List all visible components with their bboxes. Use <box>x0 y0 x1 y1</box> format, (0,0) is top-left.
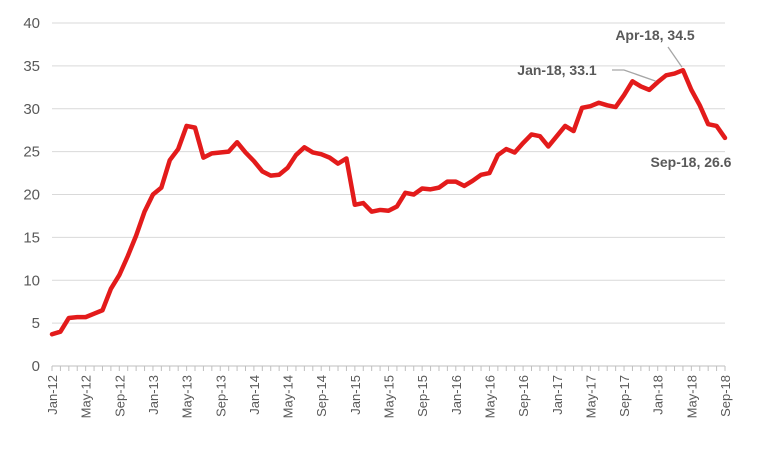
x-tick-label: Jan-18 <box>651 375 666 415</box>
y-tick-label: 20 <box>23 187 40 204</box>
x-tick-label: Sep-17 <box>617 375 632 417</box>
x-tick-label: Jan-12 <box>45 375 60 415</box>
x-tick-label: Sep-13 <box>213 375 228 417</box>
series-line <box>49 67 728 337</box>
y-tick-label: 40 <box>23 15 40 32</box>
annotation-leader-line <box>667 46 683 68</box>
x-tick-label: Jan-13 <box>146 375 161 415</box>
y-axis-tick-labels: 0 5 10 15 20 25 30 35 40 <box>23 15 40 375</box>
y-tick-label: 0 <box>32 358 40 375</box>
x-tick-label: Sep-14 <box>314 375 329 417</box>
data-label-jan-18: Jan-18, 33.1 <box>517 62 597 78</box>
series <box>49 67 728 337</box>
x-tick-label: Sep-12 <box>112 375 127 417</box>
y-tick-label: 5 <box>32 315 40 332</box>
x-tick-label: Jan-15 <box>348 375 363 415</box>
gridlines <box>52 22 725 324</box>
annotation-leader-line <box>612 69 656 82</box>
x-tick-label: Sep-16 <box>516 375 531 417</box>
x-tick-label: May-17 <box>583 375 598 418</box>
y-tick-label: 30 <box>23 101 40 118</box>
y-tick-label: 15 <box>23 229 40 246</box>
x-tick-label: May-14 <box>281 375 296 418</box>
x-tick-label: May-15 <box>382 375 397 418</box>
y-tick-label: 25 <box>23 144 40 161</box>
data-label-apr-18: Apr-18, 34.5 <box>615 27 695 43</box>
annotations: Apr-18, 34.5 Jan-18, 33.1 Sep-18, 26.6 <box>517 27 731 170</box>
axes <box>51 365 726 371</box>
x-tick-label: May-12 <box>79 375 94 418</box>
y-tick-label: 10 <box>23 272 40 289</box>
x-tick-label: May-18 <box>684 375 699 418</box>
data-label-sep-18: Sep-18, 26.6 <box>651 154 732 170</box>
x-axis-tick-labels: Jan-12 May-12 Sep-12 Jan-13 May-13 Sep-13 Jan-… <box>45 375 733 418</box>
x-tick-label: Jan-14 <box>247 375 262 415</box>
x-tick-label: May-13 <box>180 375 195 418</box>
x-tick-label: Sep-15 <box>415 375 430 417</box>
x-tick-label: Sep-18 <box>718 375 733 417</box>
x-tick-label: Jan-17 <box>550 375 565 415</box>
x-tick-label: Jan-16 <box>449 375 464 415</box>
x-tick-label: May-16 <box>482 375 497 418</box>
y-tick-label: 35 <box>23 58 40 75</box>
